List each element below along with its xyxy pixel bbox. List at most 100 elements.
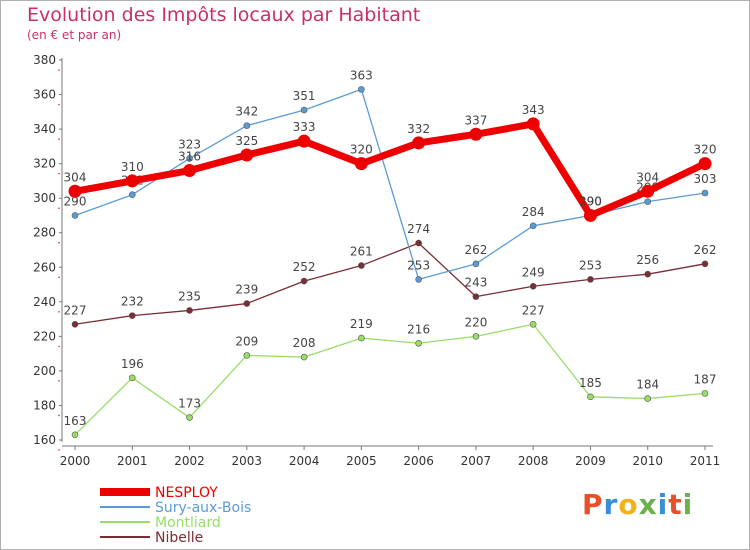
data-label: 290 xyxy=(579,194,602,208)
data-label: 310 xyxy=(121,160,144,174)
data-point-montliard xyxy=(472,333,480,340)
data-point-nibelle xyxy=(415,239,422,247)
data-point-nesploy xyxy=(354,157,368,171)
y-tick-label: 380 xyxy=(33,53,56,67)
data-label: 304 xyxy=(636,170,659,184)
y-minor-tick xyxy=(58,241,60,244)
x-tick-label: 2003 xyxy=(232,454,263,468)
y-tick-label: 160 xyxy=(33,433,56,447)
data-point-sury-aux-bois xyxy=(415,276,422,283)
logo-letter: i xyxy=(682,488,694,521)
x-tick-label: 2008 xyxy=(518,454,549,468)
y-minor-tick xyxy=(58,276,60,279)
y-minor-tick xyxy=(58,103,60,106)
data-label: 337 xyxy=(464,113,487,127)
x-tick-label: 2004 xyxy=(289,454,320,468)
data-label: 316 xyxy=(178,150,201,164)
data-point-montliard xyxy=(128,374,136,382)
x-tick-label: 2005 xyxy=(346,454,377,468)
data-point-montliard xyxy=(587,393,594,401)
y-tick-label: 280 xyxy=(33,226,56,240)
data-label: 325 xyxy=(235,134,258,148)
logo-letter: r xyxy=(603,488,619,521)
legend-label-nibelle: Nibelle xyxy=(155,530,203,546)
series-line-montliard xyxy=(74,323,706,436)
data-point-nesploy xyxy=(183,164,197,178)
data-label: 227 xyxy=(522,303,545,317)
data-label: 284 xyxy=(522,205,545,219)
data-point-montliard xyxy=(71,431,79,439)
y-minor-tick xyxy=(58,172,60,175)
x-tick-label: 2000 xyxy=(60,454,91,468)
data-label: 290 xyxy=(64,194,87,208)
y-tick-label: 260 xyxy=(33,260,56,274)
data-point-nesploy xyxy=(698,157,712,171)
data-label: 173 xyxy=(178,397,201,411)
x-tick-label: 2011 xyxy=(690,454,721,468)
data-label: 252 xyxy=(293,260,316,274)
chart-title: Evolution des Impôts locaux par Habitant xyxy=(27,4,421,26)
data-point-sury-aux-bois xyxy=(186,155,193,162)
data-label: 227 xyxy=(64,303,87,317)
data-label: 232 xyxy=(121,295,144,309)
data-label: 249 xyxy=(522,265,545,279)
data-point-sury-aux-bois xyxy=(71,212,79,219)
x-tick-label: 2006 xyxy=(403,454,434,468)
y-minor-tick xyxy=(58,449,60,451)
data-label: 256 xyxy=(636,253,659,267)
data-label: 243 xyxy=(464,276,487,290)
data-label: 333 xyxy=(293,120,316,134)
y-tick-label: 200 xyxy=(33,364,56,378)
data-point-montliard xyxy=(243,352,251,359)
x-tick-label: 2001 xyxy=(117,454,148,468)
data-label: 220 xyxy=(464,315,487,329)
data-point-sury-aux-bois xyxy=(300,106,308,114)
logo-letter: x xyxy=(638,488,658,521)
data-point-nibelle xyxy=(243,300,251,307)
data-label: 363 xyxy=(350,68,373,82)
series-line-sury-aux-bois xyxy=(74,88,706,281)
data-point-nibelle xyxy=(644,270,652,278)
legend-label-nesploy: NESPLOY xyxy=(155,485,218,501)
data-label: 351 xyxy=(293,89,316,103)
data-label: 262 xyxy=(694,243,717,257)
logo-letter: t xyxy=(668,488,683,521)
data-point-sury-aux-bois xyxy=(701,189,709,197)
y-tick-label: 340 xyxy=(33,122,56,136)
series-line-nesploy xyxy=(74,120,707,219)
y-tick-label: 180 xyxy=(33,398,56,412)
data-label: 235 xyxy=(178,289,201,303)
data-point-nibelle xyxy=(128,312,136,319)
data-label: 216 xyxy=(407,322,430,336)
data-label: 185 xyxy=(579,376,602,390)
logo-letter: i xyxy=(657,488,669,521)
data-label: 320 xyxy=(694,143,717,157)
data-point-montliard xyxy=(529,320,537,328)
data-label: 274 xyxy=(407,222,430,236)
data-label: 219 xyxy=(350,317,373,331)
y-minor-tick xyxy=(58,69,60,71)
y-minor-tick xyxy=(58,311,60,313)
data-point-sury-aux-bois xyxy=(472,260,480,268)
y-minor-tick xyxy=(58,138,60,140)
data-point-montliard xyxy=(300,353,308,361)
data-point-nibelle xyxy=(358,262,365,269)
y-minor-tick xyxy=(58,414,60,417)
y-tick-label: 240 xyxy=(33,295,56,309)
logo-letter: o xyxy=(618,488,639,521)
data-label: 209 xyxy=(235,334,258,348)
data-point-nesploy xyxy=(297,134,311,148)
data-label: 187 xyxy=(694,372,717,386)
y-tick-label: 300 xyxy=(33,191,56,205)
data-label: 320 xyxy=(350,143,373,157)
data-point-nesploy xyxy=(68,184,82,198)
data-point-nibelle xyxy=(186,307,193,314)
data-point-nesploy xyxy=(412,136,426,150)
data-label: 332 xyxy=(407,122,430,136)
data-label: 262 xyxy=(464,243,487,257)
data-label: 253 xyxy=(579,258,602,272)
data-label: 261 xyxy=(350,245,373,259)
x-tick-label: 2002 xyxy=(174,454,205,468)
